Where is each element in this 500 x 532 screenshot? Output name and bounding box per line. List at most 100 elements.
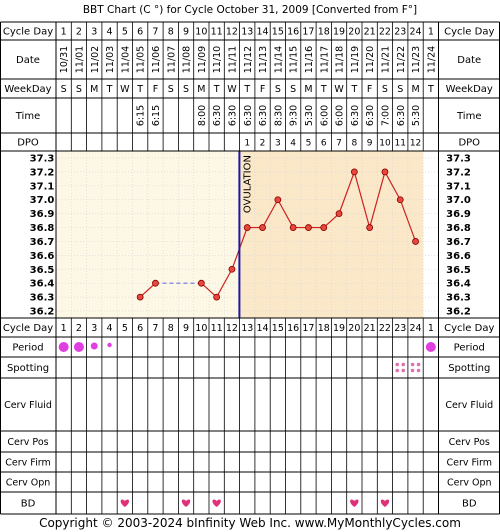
y-tick-label-right: 37.2 — [446, 167, 471, 178]
dpo-cell: 3 — [275, 139, 281, 149]
date-cell: 11/10 — [212, 46, 223, 73]
dpo-cell: 8 — [351, 139, 357, 149]
date-cell: 11/01 — [74, 46, 85, 73]
date-cell: 11/06 — [151, 46, 162, 73]
temperature-point — [381, 168, 389, 176]
y-tick-label-left: 36.7 — [30, 237, 55, 248]
cycle-day-cell: 12 — [226, 323, 238, 334]
weekday-cell: S — [76, 84, 82, 95]
weekday-cell: S — [397, 84, 403, 95]
cycle-day-cell: 11 — [211, 27, 223, 38]
time-cell: 6:30 — [350, 105, 361, 126]
spotting-dot-icon — [395, 368, 400, 373]
temperature-point — [213, 293, 221, 301]
y-tick-label-left: 37.2 — [30, 167, 55, 178]
row-label-right-spotting: Spotting — [448, 363, 490, 374]
weekday-cell: T — [106, 84, 113, 95]
cycle-day-cell: 16 — [287, 27, 299, 38]
row-label-cerv-pos: Cerv Pos — [7, 437, 48, 448]
row-label-cerv-firm: Cerv Firm — [5, 458, 50, 469]
temperature-point — [243, 224, 251, 231]
heart-icon — [350, 499, 359, 507]
weekday-cell: S — [61, 84, 67, 95]
date-cell: 11/03 — [105, 46, 116, 73]
cycle-day-cell: 1 — [61, 27, 67, 38]
dpo-cell: 2 — [260, 139, 266, 149]
row-label-right-period: Period — [454, 343, 485, 354]
row-label-cerv-fluid: Cerv Fluid — [4, 400, 52, 411]
time-cell: 5:30 — [411, 105, 422, 126]
y-tick-label-right: 37.3 — [446, 154, 471, 165]
cycle-day-cell: 16 — [287, 323, 299, 334]
cycle-day-cell: 22 — [379, 323, 391, 334]
date-cell: 11/08 — [182, 46, 193, 73]
temperature-point — [228, 265, 236, 273]
temperature-line-segment — [262, 199, 279, 228]
temperature-point — [289, 224, 297, 231]
y-tick-label-left: 36.9 — [30, 209, 55, 220]
cycle-day-cell: 2 — [76, 323, 82, 334]
row-label-time: Time — [15, 111, 40, 122]
heart-icon — [212, 499, 221, 507]
temperature-point — [350, 168, 358, 176]
cycle-day-cell: 21 — [364, 323, 376, 334]
weekday-cell: T — [350, 84, 357, 95]
cycle-day-cell: 24 — [410, 323, 422, 334]
weekday-cell: M — [197, 84, 205, 95]
weekday-cell: W — [227, 84, 237, 95]
cycle-day-cell: 19 — [333, 323, 345, 334]
cycle-day-cell: 4 — [107, 323, 113, 334]
temperature-point — [396, 196, 404, 204]
cycle-day-cell: 3 — [91, 323, 97, 334]
spotting-dot-icon — [395, 362, 400, 367]
weekday-cell: T — [213, 84, 220, 95]
weekday-cell: W — [120, 84, 130, 95]
weekday-cell: S — [275, 84, 281, 95]
row-label-right-cycle-day: Cycle Day — [444, 323, 494, 334]
cycle-day-cell: 23 — [394, 27, 406, 38]
cycle-day-cell: 3 — [91, 27, 97, 38]
date-cell: 11/20 — [365, 46, 376, 73]
cycle-day-cell: 21 — [364, 27, 376, 38]
dpo-cell: 1 — [244, 139, 250, 149]
weekday-cell: T — [320, 84, 327, 95]
cycle-day-cell: 12 — [226, 27, 238, 38]
date-cell: 11/05 — [136, 46, 147, 73]
row-label-right-cerv-fluid: Cerv Fluid — [445, 400, 493, 411]
y-tick-label-left: 36.8 — [30, 223, 55, 234]
dpo-cell: 6 — [321, 139, 327, 149]
spotting-dot-icon — [416, 368, 421, 373]
temperature-line-segment — [338, 171, 355, 214]
cycle-day-cell: 1 — [428, 27, 434, 38]
dpo-cell: 7 — [336, 139, 342, 149]
row-label-period: Period — [12, 343, 43, 354]
row-label-cycle-day: Cycle Day — [3, 323, 53, 334]
time-cell: 9:30 — [289, 105, 300, 126]
temperature-point — [152, 279, 159, 287]
period-dot-icon — [90, 342, 98, 350]
weekday-cell: S — [290, 84, 296, 95]
weekday-cell: F — [260, 84, 265, 95]
y-tick-label-right: 36.2 — [446, 307, 471, 318]
temperature-point — [412, 238, 419, 245]
row-label-right-weekday: WeekDay — [446, 84, 493, 95]
row-label-date: Date — [16, 55, 40, 66]
date-cell: 11/15 — [289, 46, 300, 73]
dpo-cell: 4 — [290, 139, 296, 149]
time-cell: 6:15 — [136, 105, 147, 126]
date-cell: 11/21 — [380, 46, 391, 73]
temperature-point — [335, 210, 343, 218]
row-label-right-cerv-firm: Cerv Firm — [447, 458, 492, 469]
date-cell: 11/18 — [335, 46, 346, 73]
y-tick-label-right: 37.0 — [446, 195, 471, 206]
cycle-day-cell: 9 — [183, 27, 189, 38]
y-tick-label-right: 36.8 — [446, 223, 471, 234]
time-cell: 7:00 — [380, 105, 391, 126]
y-tick-label-right: 36.9 — [446, 209, 471, 220]
row-label-dpo: DPO — [17, 138, 39, 149]
time-cell: 5:30 — [304, 105, 315, 126]
spotting-dot-icon — [401, 362, 406, 367]
period-dot-icon — [73, 342, 84, 352]
row-label-right-date: Date — [457, 55, 481, 66]
